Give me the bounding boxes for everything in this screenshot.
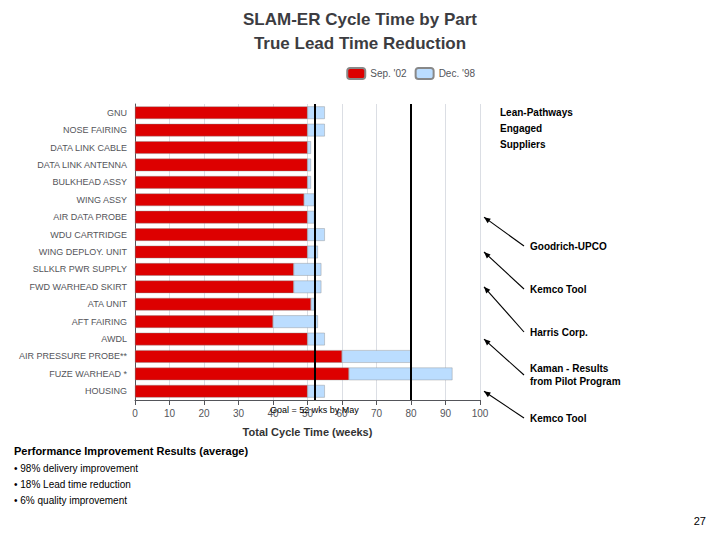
svg-text:Kemco Tool: Kemco Tool (530, 284, 587, 295)
svg-text:AFT FAIRING: AFT FAIRING (72, 317, 127, 327)
svg-text:20: 20 (198, 408, 210, 419)
svg-text:Total Cycle Time (weeks): Total Cycle Time (weeks) (243, 426, 373, 438)
svg-text:SLLKLR PWR SUPPLY: SLLKLR PWR SUPPLY (33, 264, 127, 274)
svg-text:AIR DATA PROBE: AIR DATA PROBE (53, 212, 127, 222)
svg-text:80: 80 (405, 408, 417, 419)
svg-text:30: 30 (233, 408, 245, 419)
svg-text:• 18% Lead time reduction: • 18% Lead time reduction (14, 479, 131, 490)
svg-text:Lean-Pathways: Lean-Pathways (500, 107, 573, 118)
svg-text:from Pilot Program: from Pilot Program (530, 376, 621, 387)
svg-text:AIR PRESSURE PROBE**: AIR PRESSURE PROBE** (19, 351, 128, 361)
svg-text:DATA LINK CABLE: DATA LINK CABLE (50, 143, 127, 153)
svg-text:Kemco Tool: Kemco Tool (530, 413, 587, 424)
svg-text:70: 70 (371, 408, 383, 419)
svg-text:FWD WARHEAD SKIRT: FWD WARHEAD SKIRT (29, 282, 127, 292)
svg-text:GNU: GNU (107, 108, 127, 118)
svg-text:Suppliers: Suppliers (500, 139, 546, 150)
svg-text:HOUSING: HOUSING (85, 386, 127, 396)
svg-text:WING DEPLOY. UNIT: WING DEPLOY. UNIT (39, 247, 128, 257)
svg-text:True Lead Time Reduction: True Lead Time Reduction (254, 34, 466, 53)
svg-text:DATA LINK ANTENNA: DATA LINK ANTENNA (37, 160, 127, 170)
svg-text:SLAM-ER Cycle Time by Part: SLAM-ER Cycle Time by Part (243, 10, 477, 29)
svg-text:90: 90 (440, 408, 452, 419)
svg-text:AWDL: AWDL (101, 334, 127, 344)
svg-text:FUZE WARHEAD *: FUZE WARHEAD * (49, 369, 127, 379)
svg-text:BULKHEAD ASSY: BULKHEAD ASSY (52, 177, 127, 187)
svg-text:Kaman - Results: Kaman - Results (530, 363, 609, 374)
svg-text:0: 0 (132, 408, 138, 419)
svg-text:WDU CARTRIDGE: WDU CARTRIDGE (50, 230, 127, 240)
svg-text:WING ASSY: WING ASSY (76, 195, 127, 205)
svg-text:100: 100 (472, 408, 489, 419)
svg-text:• 98% delivery improvement: • 98% delivery improvement (14, 463, 138, 474)
svg-text:Engaged: Engaged (500, 123, 542, 134)
svg-text:Goal = 52 wks by May: Goal = 52 wks by May (270, 405, 359, 415)
svg-text:10: 10 (164, 408, 176, 419)
svg-text:Harris Corp.: Harris Corp. (530, 327, 588, 338)
svg-text:Sep. '02: Sep. '02 (370, 68, 407, 79)
svg-text:ATA UNIT: ATA UNIT (88, 299, 128, 309)
svg-text:• 6% quality improvement: • 6% quality improvement (14, 495, 127, 506)
svg-text:Performance Improvement Result: Performance Improvement Results (average… (14, 445, 248, 457)
svg-text:27: 27 (694, 515, 706, 527)
svg-text:Dec. '98: Dec. '98 (439, 68, 476, 79)
svg-text:NOSE FAIRING: NOSE FAIRING (63, 125, 127, 135)
svg-text:Goodrich-UPCO: Goodrich-UPCO (530, 241, 607, 252)
